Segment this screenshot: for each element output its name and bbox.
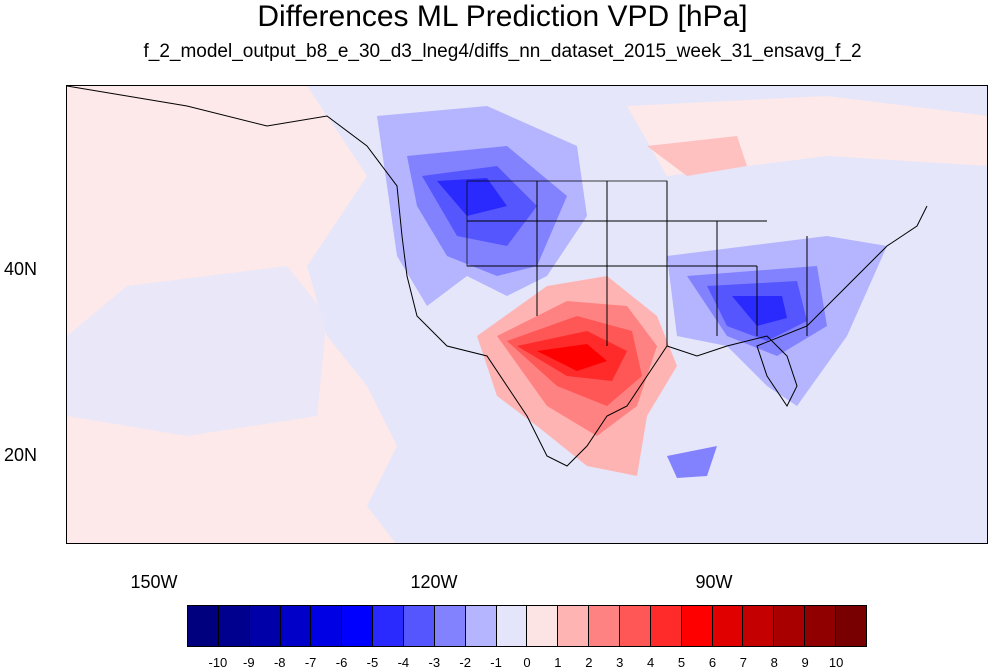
colorbar-label: -6 [335,655,348,670]
colorbar-label: -1 [490,655,502,670]
chart-title: Differences ML Prediction VPD [hPa] [257,0,748,33]
colorbar-cell [743,606,775,646]
colorbar-cell [342,606,374,646]
colorbar-cell [650,606,682,646]
colorbar-cell [373,606,405,646]
colorbar-label: 9 [801,655,809,670]
colorbar-label: -3 [428,655,441,670]
colorbar-label: 8 [770,655,778,670]
colorbar-label: 4 [647,655,655,670]
colorbar-cell [280,606,312,646]
colorbar-cell [836,606,866,646]
colorbar-label: 6 [708,655,717,670]
colorbar-cell [496,606,528,646]
colorbar-cell [805,606,837,646]
field-negative-se-core [732,296,787,326]
field-positive-sw-peak [537,344,607,371]
lat-label-20n: 20N [4,445,38,465]
colorbar [187,605,867,647]
colorbar-label: 3 [616,655,624,670]
colorbar-label: -7 [304,655,317,670]
colorbar-cell [465,606,497,646]
colorbar-label: -5 [366,655,379,670]
colorbar-label: -4 [397,655,410,670]
lat-label-40n: 40N [4,259,38,279]
colorbar-cell [527,606,559,646]
lon-label-120w: 120W [410,572,458,592]
map-svg [67,86,987,543]
coastlines [67,86,928,467]
colorbar-cell [218,606,250,646]
colorbar-cell [188,606,219,646]
colorbar-cell [404,606,435,646]
chart-subtitle: f_2_model_output_b8_e_30_d3_lneg4/diffs_… [143,41,862,62]
lon-label-150w: 150W [130,572,178,592]
colorbar-label: 5 [677,655,686,670]
colorbar-label: 1 [554,655,562,670]
colorbar-cell [774,606,806,646]
colorbar-label: -2 [459,655,471,670]
colorbar-cell [311,606,343,646]
colorbar-cell [589,606,621,646]
colorbar-cell [249,606,281,646]
colorbar-label: -8 [273,655,286,670]
colorbar-label: 7 [739,655,747,670]
map-panel [66,85,988,544]
colorbar-label: -9 [243,655,255,670]
field-neutral-blue-ocean [67,266,327,436]
field-negative-nw-core [437,178,507,216]
colorbar-label: 10 [828,655,844,670]
colorbar-cell [558,606,590,646]
field-pink-south [67,446,396,543]
field-negative-gulf [667,446,717,478]
colorbar-label: 2 [585,655,593,670]
colorbar-label: -10 [208,655,228,670]
colorbar-cell [681,606,713,646]
colorbar-cell [434,606,466,646]
lon-label-90w: 90W [695,572,733,592]
colorbar-cell [620,606,651,646]
colorbar-cell [712,606,744,646]
colorbar-label: 0 [523,655,531,670]
field-positive-north [647,136,747,176]
